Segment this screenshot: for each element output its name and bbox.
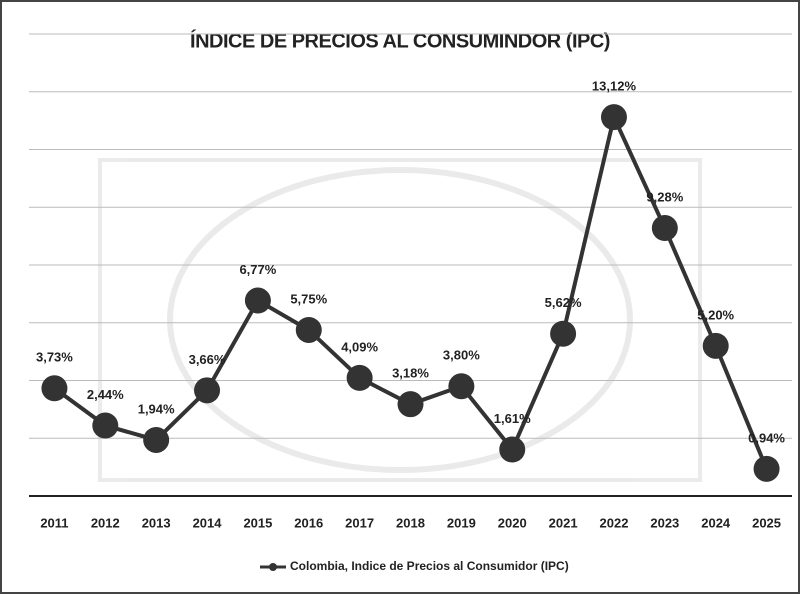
data-label: 3,66%	[189, 352, 226, 367]
chart-title: ÍNDICE DE PRECIOS AL CONSUMINDOR (IPC)	[190, 29, 610, 52]
x-tick-label: 2017	[345, 515, 374, 530]
x-tick-label: 2022	[600, 515, 629, 530]
data-point	[295, 316, 322, 343]
x-tick-label: 2024	[701, 515, 731, 530]
data-label: 1,61%	[494, 411, 531, 426]
x-tick-label: 2019	[447, 515, 476, 530]
data-point	[448, 373, 475, 400]
data-point	[244, 287, 271, 314]
x-tick-label: 2020	[498, 515, 527, 530]
data-label: 5,62%	[545, 295, 582, 310]
x-tick-label: 2025	[752, 515, 781, 530]
data-point	[753, 455, 780, 482]
data-label: 4,09%	[341, 339, 378, 354]
x-tick-label: 2013	[142, 515, 171, 530]
data-label: 6,77%	[239, 262, 276, 277]
x-tick-label: 2011	[40, 515, 68, 530]
x-tick-label: 2016	[294, 515, 323, 530]
data-point	[346, 364, 373, 391]
data-point	[550, 320, 577, 347]
data-point	[600, 104, 627, 131]
data-label: 3,18%	[392, 366, 429, 381]
data-label: 5,75%	[290, 291, 327, 306]
data-point	[702, 332, 729, 359]
data-label: 2,44%	[87, 387, 124, 402]
x-tick-label: 2023	[650, 515, 679, 530]
x-tick-label: 2021	[549, 515, 578, 530]
data-label: 9,28%	[646, 189, 683, 204]
x-tick-label: 2012	[91, 515, 120, 530]
data-label: 3,73%	[36, 350, 73, 365]
data-point	[143, 426, 170, 453]
watermark	[98, 158, 702, 482]
data-point	[499, 436, 526, 463]
data-label: 13,12%	[592, 79, 637, 94]
data-label: 5,20%	[697, 307, 734, 322]
legend-marker	[269, 563, 277, 571]
data-point	[397, 391, 424, 418]
data-point	[194, 377, 221, 404]
data-point	[41, 375, 68, 402]
data-label: 0,94%	[748, 430, 785, 445]
x-tick-label: 2015	[243, 515, 272, 530]
x-tick-label: 2014	[193, 515, 223, 530]
legend-label: Colombia, Indice de Precios al Consumido…	[290, 559, 569, 573]
x-tick-label: 2018	[396, 515, 425, 530]
data-point	[92, 412, 119, 439]
data-label: 3,80%	[443, 348, 480, 363]
data-label: 1,94%	[138, 401, 175, 416]
data-point	[651, 215, 678, 242]
